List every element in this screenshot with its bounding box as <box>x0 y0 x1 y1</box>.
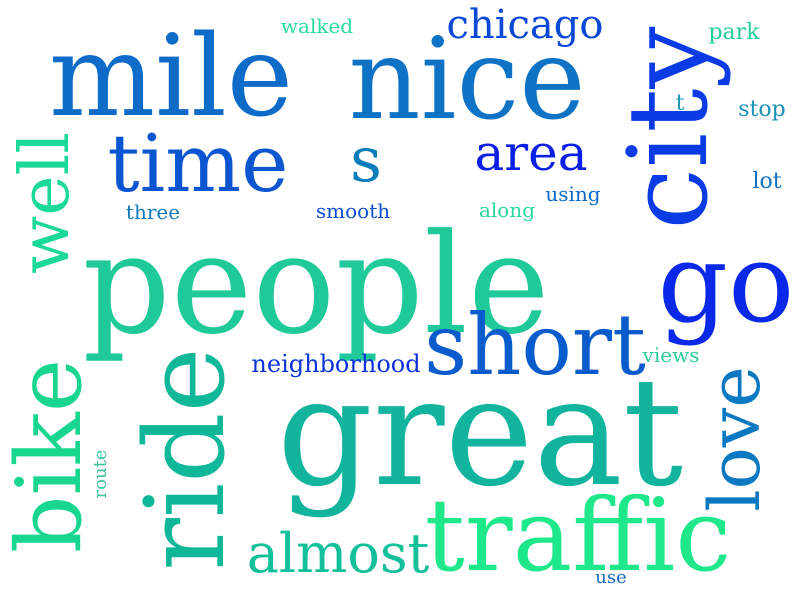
word-mile: mile <box>48 12 294 142</box>
word-area: area <box>474 124 588 182</box>
word-almost: almost <box>246 522 430 585</box>
word-three: three <box>125 200 181 224</box>
word-park: park <box>708 20 760 45</box>
word-t: t <box>675 91 685 116</box>
word-stop: stop <box>738 97 786 122</box>
word-along: along <box>478 198 536 222</box>
word-well: well <box>6 132 85 274</box>
word-views: views <box>642 343 700 367</box>
word-go: go <box>657 219 795 347</box>
word-ride: ride <box>121 347 249 571</box>
word-bike: bike <box>0 358 102 554</box>
word-lot: lot <box>752 169 782 194</box>
word-love: love <box>694 366 776 512</box>
word-nice: nice <box>348 15 586 145</box>
word-s: s <box>350 123 382 196</box>
word-short: short <box>424 296 646 394</box>
word-city: city <box>604 26 732 230</box>
word-time: time <box>107 117 289 210</box>
word-great: great <box>276 346 684 520</box>
word-chicago: chicago <box>446 2 604 48</box>
word-use: use <box>595 567 627 588</box>
word-walked: walked <box>280 14 354 38</box>
word-route: route <box>90 449 111 499</box>
word-smooth: smooth <box>315 199 391 223</box>
word-using: using <box>545 182 601 206</box>
word-traffic: traffic <box>424 477 732 594</box>
word-neighborhood: neighborhood <box>251 350 421 378</box>
word-people: people <box>82 204 550 365</box>
